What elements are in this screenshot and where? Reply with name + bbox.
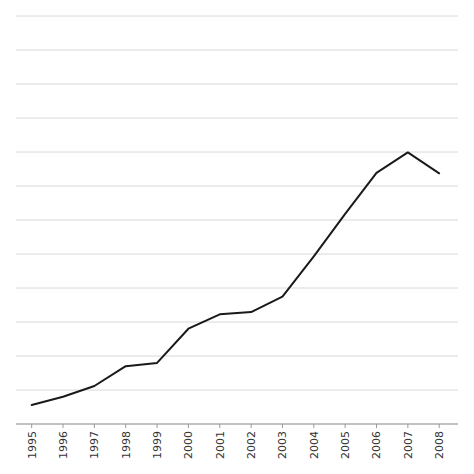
x-tick-label: 2005 <box>339 431 352 459</box>
x-tick <box>125 424 126 428</box>
x-tick <box>439 424 440 428</box>
grid-line <box>16 220 458 221</box>
grid-line <box>16 254 458 255</box>
x-tick <box>31 424 32 428</box>
x-tick <box>188 424 189 428</box>
grid <box>16 16 458 424</box>
x-tick-label: 1995 <box>26 431 39 459</box>
chart-container: 1995 1996 1997 1998 1999 2000 2001 2002 2003 2004… <box>0 0 474 474</box>
grid-line <box>16 356 458 357</box>
line <box>32 152 440 405</box>
x-tick-label: 2003 <box>276 431 289 459</box>
grid-line <box>16 152 458 153</box>
x-tick <box>376 424 377 428</box>
grid-line <box>16 118 458 119</box>
grid-line <box>16 424 458 425</box>
x-tick <box>313 424 314 428</box>
x-tick <box>157 424 158 428</box>
x-tick-label: 1999 <box>151 431 164 459</box>
grid-line <box>16 50 458 51</box>
grid-line <box>16 322 458 323</box>
grid-line <box>16 186 458 187</box>
x-tick-label: 1998 <box>120 431 133 459</box>
x-tick <box>407 424 408 428</box>
x-tick <box>282 424 283 428</box>
x-tick-label: 2004 <box>308 431 321 459</box>
x-tick <box>94 424 95 428</box>
x-tick <box>251 424 252 428</box>
x-tick <box>219 424 220 428</box>
x-axis-line <box>16 424 458 425</box>
grid-line <box>16 288 458 289</box>
grid-line <box>16 16 458 17</box>
x-tick-label: 2001 <box>214 431 227 459</box>
x-tick-label: 1997 <box>88 431 101 459</box>
x-tick-label: 2000 <box>182 431 195 459</box>
x-tick-label: 2008 <box>433 431 446 459</box>
x-tick <box>345 424 346 428</box>
x-tick <box>63 424 64 428</box>
x-axis: 1995 1996 1997 1998 1999 2000 2001 2002 2003 2004… <box>26 424 447 459</box>
grid-line <box>16 84 458 85</box>
x-tick-label: 2002 <box>245 431 258 459</box>
plot-area <box>32 152 440 405</box>
x-tick-label: 1996 <box>57 431 70 459</box>
x-tick-label: 2006 <box>370 431 383 459</box>
x-tick-label: 2007 <box>402 431 415 459</box>
chart: 1995 1996 1997 1998 1999 2000 2001 2002 2003 2004… <box>0 0 474 474</box>
